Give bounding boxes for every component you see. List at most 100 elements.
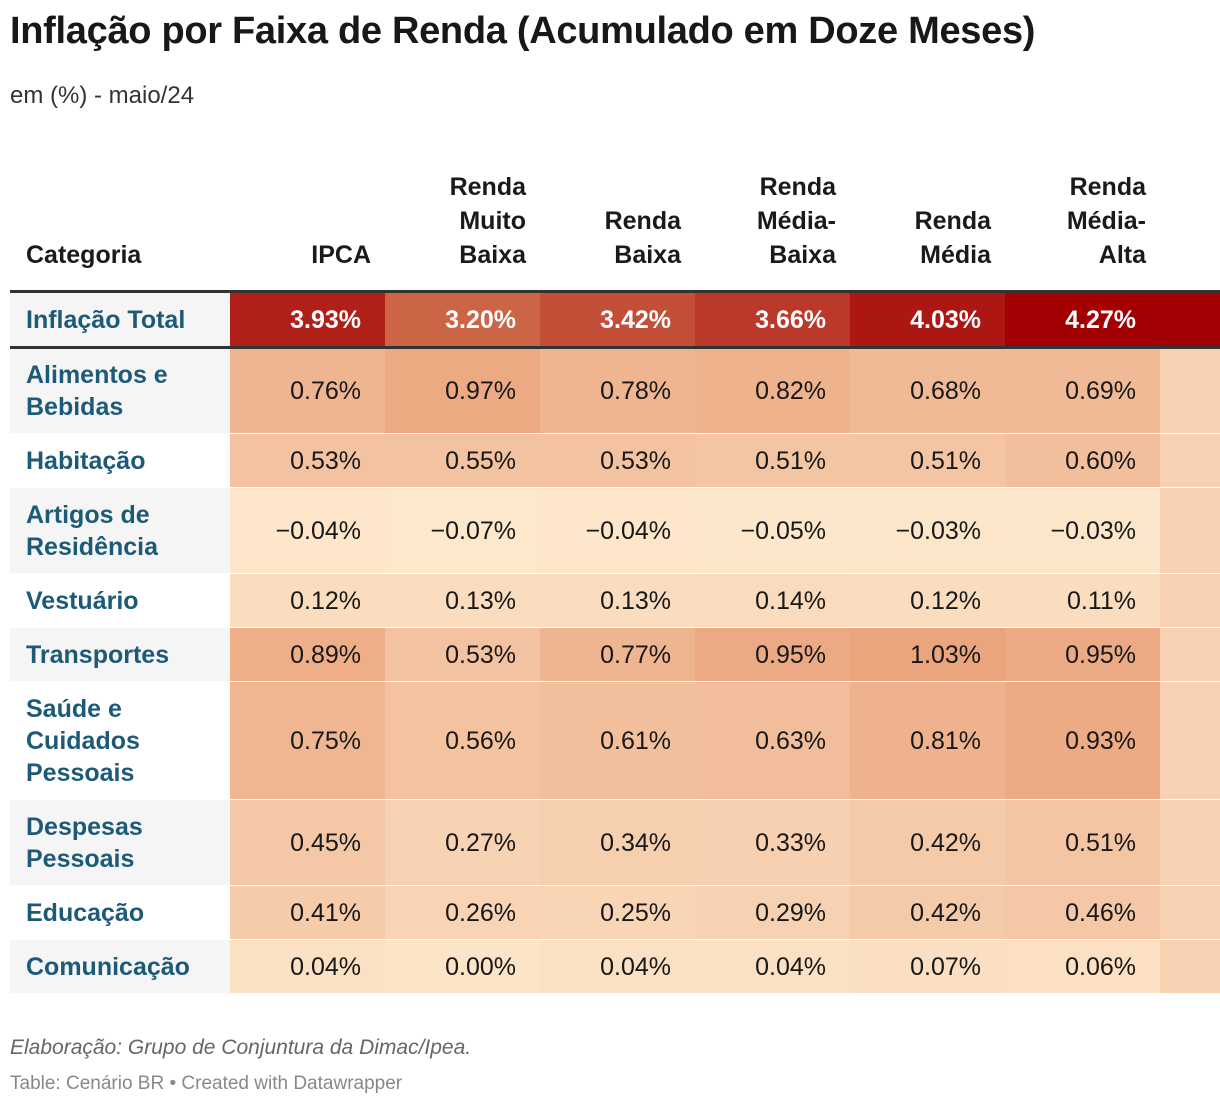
- heat-cell: 0.53%: [540, 433, 695, 488]
- column-header-label: Renda Baixa: [604, 207, 681, 269]
- heat-cell: 4.03%: [850, 291, 1005, 348]
- heat-cell: 0.68%: [850, 347, 1005, 434]
- heat-cell: 3.66%: [695, 291, 850, 348]
- heat-cell: 0.76%: [230, 347, 385, 434]
- heat-cell: 0.81%: [850, 681, 1005, 800]
- heat-cell: 0.41%: [230, 885, 385, 940]
- heat-cell: 0.53%: [230, 433, 385, 488]
- heat-cell: 0.11%: [1005, 573, 1160, 628]
- heat-cell: 0.04%: [695, 939, 850, 994]
- column-header-label: Renda Média- Baixa: [756, 173, 836, 269]
- table-row: Habitação 0.53% 0.55% 0.53% 0.51% 0.51% 0.60%: [10, 433, 1220, 488]
- heat-cell: 0.46%: [1005, 885, 1160, 940]
- row-category: Educação: [10, 885, 230, 940]
- heat-cell: 0.51%: [1005, 799, 1160, 886]
- column-header: Renda Média: [850, 160, 1005, 292]
- row-category: Habitação: [10, 433, 230, 488]
- heat-cell: [1160, 573, 1220, 628]
- heat-cell: −: [1160, 487, 1220, 574]
- heat-cell: 0.53%: [385, 627, 540, 682]
- heat-cell: −0.04%: [230, 487, 385, 574]
- heat-cell: 0.77%: [540, 627, 695, 682]
- table-row: Educação 0.41% 0.26% 0.25% 0.29% 0.42% 0.46%: [10, 885, 1220, 940]
- heat-cell: 4: [1160, 291, 1220, 348]
- heat-cell: 0.51%: [695, 433, 850, 488]
- heat-cell: 0.13%: [385, 573, 540, 628]
- heat-cell: −0.03%: [850, 487, 1005, 574]
- table-header-row: Categoria IPCA Renda Muito Baixa Renda Baixa Re…: [10, 160, 1220, 292]
- column-header-label: Renda Muito Baixa: [449, 173, 526, 269]
- heat-cell: 3.93%: [230, 291, 385, 348]
- table-row: Transportes 0.89% 0.53% 0.77% 0.95% 1.03% 0.95…: [10, 627, 1220, 682]
- heat-cell: 0.61%: [540, 681, 695, 800]
- credit-line: Table: Cenário BR • Created with Datawra…: [10, 1073, 403, 1094]
- row-category: Alimentos e Bebidas: [10, 347, 230, 434]
- row-category: Transportes: [10, 627, 230, 682]
- heat-cell: 0.95%: [1005, 627, 1160, 682]
- heat-cell: [1160, 681, 1220, 800]
- heat-cell: [1160, 347, 1220, 434]
- heat-cell: 0.34%: [540, 799, 695, 886]
- heat-cell: 0.12%: [850, 573, 1005, 628]
- column-header: Renda Baixa: [540, 160, 695, 292]
- row-category: Comunicação: [10, 939, 230, 994]
- heat-cell: 0.97%: [385, 347, 540, 434]
- heat-cell: 0.78%: [540, 347, 695, 434]
- column-header: IPCA: [230, 160, 385, 292]
- heatmap-table: Categoria IPCA Renda Muito Baixa Renda Baixa Re…: [10, 160, 1220, 994]
- heat-cell: 0.95%: [695, 627, 850, 682]
- heatmap-table-container: Categoria IPCA Renda Muito Baixa Renda Baixa Re…: [10, 160, 1220, 996]
- heat-cell: 3.20%: [385, 291, 540, 348]
- heat-cell: −0.04%: [540, 487, 695, 574]
- heat-cell: 0.51%: [850, 433, 1005, 488]
- heat-cell: 1.03%: [850, 627, 1005, 682]
- heat-cell: 4.27%: [1005, 291, 1160, 348]
- heat-cell: 0.33%: [695, 799, 850, 886]
- table-row: Vestuário 0.12% 0.13% 0.13% 0.14% 0.12% 0.11%: [10, 573, 1220, 628]
- column-header: R: [1160, 160, 1220, 292]
- heat-cell: 0.26%: [385, 885, 540, 940]
- column-header: Renda Muito Baixa: [385, 160, 540, 292]
- source-note: Elaboração: Grupo de Conjuntura da Dimac…: [10, 1036, 472, 1059]
- column-header-label: Categoria: [26, 241, 142, 269]
- heat-cell: −0.07%: [385, 487, 540, 574]
- column-header-categoria: Categoria: [10, 160, 230, 292]
- heat-cell: 0.42%: [850, 885, 1005, 940]
- row-category: Saúde e Cuidados Pessoais: [10, 681, 230, 800]
- heat-cell: 3.42%: [540, 291, 695, 348]
- column-header: Renda Média- Baixa: [695, 160, 850, 292]
- heat-cell: 0.93%: [1005, 681, 1160, 800]
- column-header-label: Renda Média- Alta: [1066, 173, 1146, 269]
- row-category: Inflação Total: [10, 291, 230, 348]
- column-header-label: IPCA: [311, 241, 371, 269]
- heat-cell: 0.45%: [230, 799, 385, 886]
- table-row: Alimentos e Bebidas 0.76% 0.97% 0.78% 0.82% 0.…: [10, 347, 1220, 434]
- row-category: Despesas Pessoais: [10, 799, 230, 886]
- heat-cell: [1160, 799, 1220, 886]
- total-row: Inflação Total 3.93% 3.20% 3.42% 3.66% 4.03% 4…: [10, 291, 1220, 348]
- heat-cell: [1160, 885, 1220, 940]
- heat-cell: 0.13%: [540, 573, 695, 628]
- heat-cell: 0.04%: [540, 939, 695, 994]
- heat-cell: 0.07%: [850, 939, 1005, 994]
- row-category: Artigos de Residência: [10, 487, 230, 574]
- heat-cell: 0.14%: [695, 573, 850, 628]
- heat-cell: [1160, 627, 1220, 682]
- heat-cell: 0.82%: [695, 347, 850, 434]
- table-body: Inflação Total 3.93% 3.20% 3.42% 3.66% 4.03% 4…: [10, 291, 1220, 994]
- row-category: Vestuário: [10, 573, 230, 628]
- table-row: Artigos de Residência −0.04% −0.07% −0.04% −0…: [10, 487, 1220, 574]
- table-row: Comunicação 0.04% 0.00% 0.04% 0.04% 0.07% 0.06…: [10, 939, 1220, 994]
- heat-cell: 0.55%: [385, 433, 540, 488]
- heat-cell: [1160, 433, 1220, 488]
- heat-cell: −0.03%: [1005, 487, 1160, 574]
- heat-cell: 0.56%: [385, 681, 540, 800]
- chart-subtitle: em (%) - maio/24: [10, 82, 195, 109]
- heat-cell: [1160, 939, 1220, 994]
- heat-cell: 0.12%: [230, 573, 385, 628]
- heat-cell: 0.89%: [230, 627, 385, 682]
- heat-cell: 0.69%: [1005, 347, 1160, 434]
- chart-title: Inflação por Faixa de Renda (Acumulado e…: [10, 10, 1036, 52]
- heat-cell: 0.27%: [385, 799, 540, 886]
- heat-cell: 0.25%: [540, 885, 695, 940]
